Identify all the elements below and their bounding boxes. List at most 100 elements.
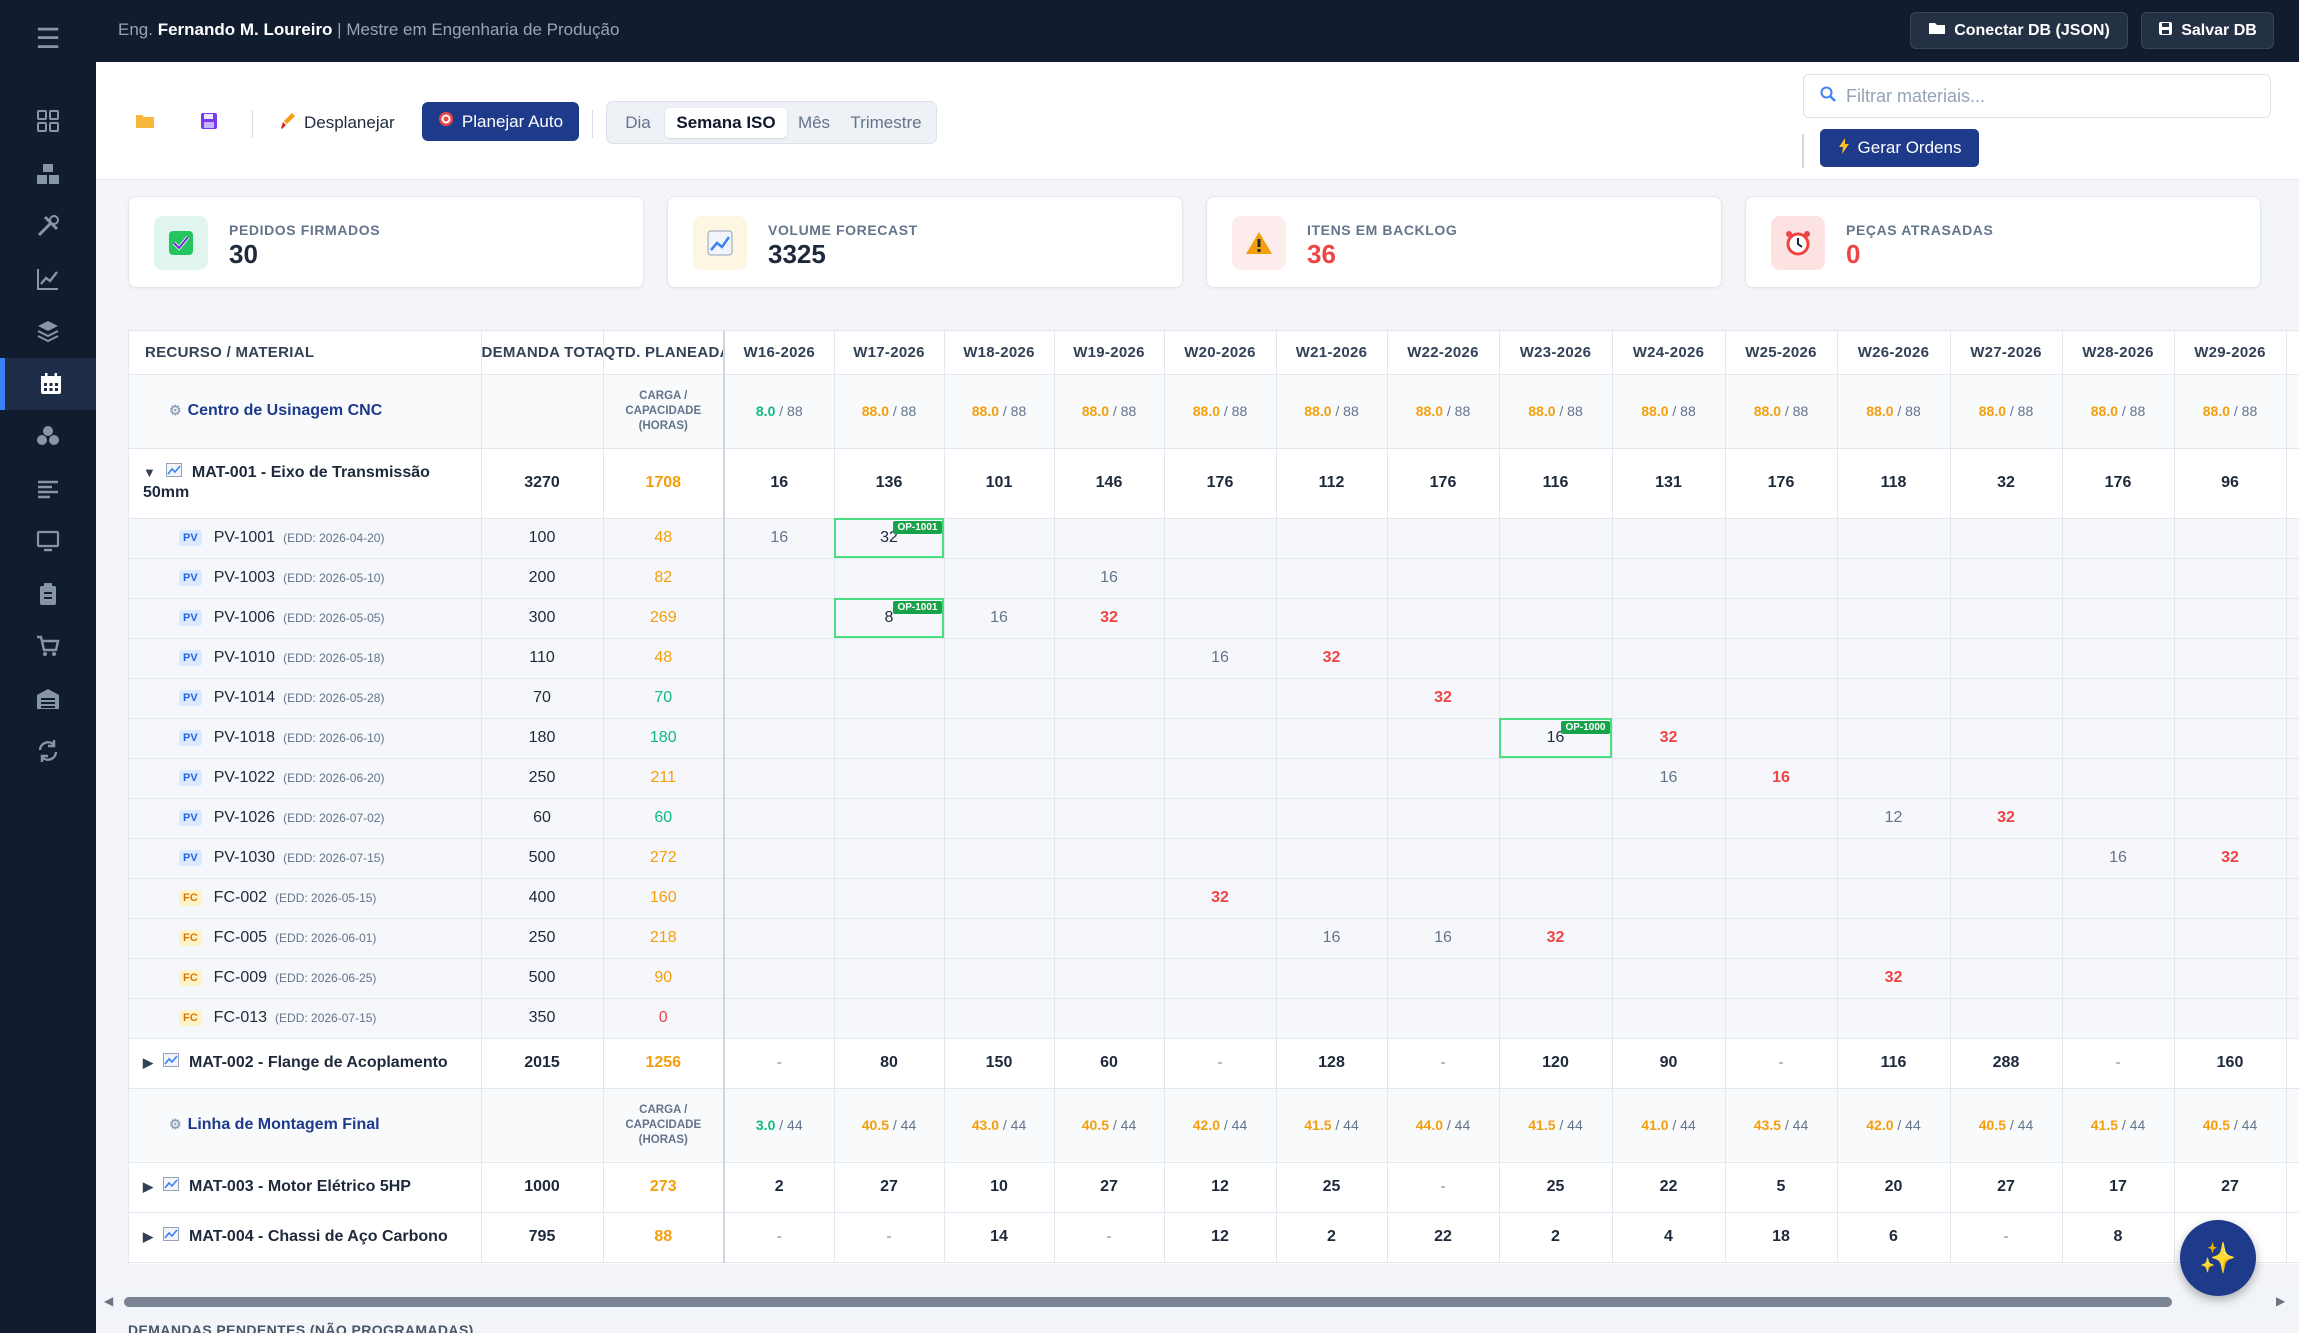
order-week-cell bbox=[1387, 638, 1500, 679]
dashboard-icon bbox=[37, 110, 59, 132]
sidebar-item-warehouse[interactable] bbox=[0, 673, 96, 725]
order-week-cell bbox=[1164, 998, 1277, 1039]
capacity-cell: 43.5 / 44 bbox=[1725, 1088, 1838, 1163]
resource-row: ⚙ Linha de Montagem Final CARGA / CAPACIDA… bbox=[129, 1088, 2299, 1163]
order-week-cell bbox=[1164, 518, 1277, 559]
folder-icon[interactable] bbox=[130, 106, 160, 136]
order-row[interactable]: PV PV-1018 (EDD: 2026-06-10) 180 180 OP-1000 1… bbox=[129, 718, 2299, 759]
tab-mes[interactable]: Mês bbox=[797, 113, 831, 132]
scroll-left-icon[interactable]: ◀ bbox=[104, 1294, 114, 1308]
load-value: 40.5 bbox=[1978, 1117, 2006, 1133]
tab-trimestre[interactable]: Trimestre bbox=[850, 113, 922, 132]
order-week-cell bbox=[1950, 918, 2063, 959]
production-order-cell[interactable]: OP-1000 16 bbox=[1499, 718, 1613, 759]
capacity-value: 88 bbox=[1454, 403, 1471, 419]
order-row[interactable]: FC FC-002 (EDD: 2026-05-15) 400 160 32 bbox=[129, 878, 2299, 919]
desplanejar-button[interactable]: Desplanejar bbox=[280, 104, 395, 142]
filter-materials-input[interactable] bbox=[1846, 85, 2246, 107]
capacity-cell: 88.0 / 88 bbox=[2174, 374, 2287, 449]
order-row[interactable]: FC FC-009 (EDD: 2026-06-25) 500 90 32 bbox=[129, 958, 2299, 999]
connect-db-button[interactable]: Conectar DB (JSON) bbox=[1910, 12, 2128, 49]
material-row[interactable]: ▶ MAT-002 - Flange de Acoplamento 2015 1256… bbox=[129, 1038, 2299, 1089]
disk-icon[interactable] bbox=[194, 106, 224, 136]
material-week-cell: 20 bbox=[1837, 1162, 1951, 1213]
order-week-cell bbox=[724, 678, 835, 719]
tab-semana-iso[interactable]: Semana ISO bbox=[665, 108, 787, 138]
load-value: 43.5 bbox=[1753, 1117, 1781, 1133]
order-row[interactable]: PV PV-1010 (EDD: 2026-05-18) 110 48 16 32 bbox=[129, 638, 2299, 679]
scrollbar-thumb[interactable] bbox=[124, 1297, 2172, 1307]
col-header-week: W24-2026 bbox=[1612, 331, 1726, 375]
planning-grid: RECURSO / MATERIAL DEMANDA TOTAL QTD. PLAN… bbox=[128, 330, 2299, 1264]
sidebar-item-dashboard[interactable] bbox=[0, 95, 96, 147]
load-value: 41.5 bbox=[1528, 1117, 1556, 1133]
chart-icon bbox=[693, 216, 747, 270]
overflow-cell bbox=[2286, 448, 2299, 519]
order-type-badge: PV bbox=[179, 849, 202, 866]
sidebar-item-list[interactable] bbox=[0, 463, 96, 515]
sidebar-item-monitor[interactable] bbox=[0, 515, 96, 567]
load-value: 88.0 bbox=[1866, 403, 1894, 419]
order-week-cell: 32 bbox=[1164, 878, 1277, 919]
resource-label: Centro de Usinagem CNC bbox=[187, 402, 383, 419]
order-week-cell bbox=[2174, 638, 2287, 679]
load-value: 43.0 bbox=[971, 1117, 999, 1133]
order-week-cell bbox=[2062, 558, 2175, 599]
order-week-cell bbox=[834, 678, 945, 719]
order-qty: 32 bbox=[1434, 689, 1452, 706]
order-row[interactable]: FC FC-005 (EDD: 2026-06-01) 250 218 16 16 32 bbox=[129, 918, 2299, 959]
menu-icon[interactable]: ☰ bbox=[35, 22, 61, 54]
material-name: ▶ MAT-004 - Chassi de Aço Carbono bbox=[129, 1212, 482, 1263]
sidebar-item-boxes[interactable] bbox=[0, 148, 96, 200]
order-row[interactable]: PV PV-1022 (EDD: 2026-06-20) 250 211 16 16 bbox=[129, 758, 2299, 799]
overflow-cell bbox=[2286, 718, 2299, 759]
order-name: PV PV-1030 (EDD: 2026-07-15) bbox=[129, 838, 482, 879]
material-row[interactable]: ▶ MAT-004 - Chassi de Aço Carbono 795 88- -1… bbox=[129, 1212, 2299, 1263]
chevron-right-icon[interactable]: ▶ bbox=[143, 1055, 153, 1070]
chevron-right-icon[interactable]: ▶ bbox=[143, 1179, 153, 1194]
chevron-right-icon[interactable]: ▶ bbox=[143, 1229, 153, 1244]
order-name: PV PV-1026 (EDD: 2026-07-02) bbox=[129, 798, 482, 839]
overflow-cell bbox=[2286, 598, 2299, 639]
production-order-cell[interactable]: OP-1001 8 bbox=[834, 598, 945, 639]
order-row[interactable]: PV PV-1030 (EDD: 2026-07-15) 500 272 16 32 bbox=[129, 838, 2299, 879]
order-row[interactable]: PV PV-1014 (EDD: 2026-05-28) 70 70 32 bbox=[129, 678, 2299, 719]
material-row[interactable]: ▼ MAT-001 - Eixo de Transmissão 50mm 3270 1… bbox=[129, 448, 2299, 519]
capacity-value: 44 bbox=[1010, 1117, 1027, 1133]
order-qty: 16 bbox=[770, 529, 789, 546]
tab-dia[interactable]: Dia bbox=[625, 113, 651, 132]
production-order-cell[interactable]: OP-1001 32 bbox=[834, 518, 945, 559]
order-row[interactable]: FC FC-013 (EDD: 2026-07-15) 350 0 bbox=[129, 998, 2299, 1039]
order-type-badge: PV bbox=[179, 649, 202, 666]
sidebar-item-clipboard[interactable] bbox=[0, 568, 96, 620]
sidebar-item-cubes[interactable] bbox=[0, 410, 96, 462]
order-row[interactable]: PV PV-1001 (EDD: 2026-04-20) 100 48 16 OP-1001… bbox=[129, 518, 2299, 559]
order-row[interactable]: PV PV-1026 (EDD: 2026-07-02) 60 60 12 32 bbox=[129, 798, 2299, 839]
sidebar-item-sync[interactable] bbox=[0, 725, 96, 777]
order-qty: 16 bbox=[1100, 569, 1118, 586]
material-week-cell: 136 bbox=[834, 448, 945, 519]
order-week-cell bbox=[1837, 998, 1951, 1039]
gerar-ordens-button[interactable]: Gerar Ordens bbox=[1820, 129, 1979, 167]
ai-assistant-button[interactable]: ✨ bbox=[2180, 1220, 2256, 1296]
order-week-cell bbox=[944, 518, 1055, 559]
order-week-cell bbox=[1276, 798, 1388, 839]
order-row[interactable]: PV PV-1006 (EDD: 2026-05-05) 300 269 OP-1001 8… bbox=[129, 598, 2299, 639]
material-row[interactable]: ▶ MAT-003 - Motor Elétrico 5HP 1000 273 2 27 1… bbox=[129, 1162, 2299, 1213]
sidebar-item-cart[interactable] bbox=[0, 620, 96, 672]
order-week-cell bbox=[1837, 918, 1951, 959]
chevron-down-icon[interactable]: ▼ bbox=[143, 465, 156, 480]
scroll-right-icon[interactable]: ▶ bbox=[2276, 1294, 2286, 1308]
save-db-button[interactable]: Salvar DB bbox=[2141, 12, 2274, 49]
layers-icon bbox=[37, 321, 59, 343]
order-week-cell bbox=[1725, 718, 1838, 759]
horizontal-scrollbar[interactable]: ◀ ▶ bbox=[96, 1290, 2299, 1314]
order-row[interactable]: PV PV-1003 (EDD: 2026-05-10) 200 82 16 bbox=[129, 558, 2299, 599]
sidebar-item-calendar[interactable] bbox=[0, 357, 96, 410]
sidebar-item-tools[interactable] bbox=[0, 200, 96, 252]
planejar-auto-button[interactable]: Planejar Auto bbox=[422, 102, 579, 141]
order-id: PV-1030 bbox=[213, 849, 276, 866]
sidebar-item-chart-line[interactable] bbox=[0, 253, 96, 305]
sidebar-item-layers[interactable] bbox=[0, 305, 96, 357]
material-week-cell: 18 bbox=[1725, 1212, 1838, 1263]
